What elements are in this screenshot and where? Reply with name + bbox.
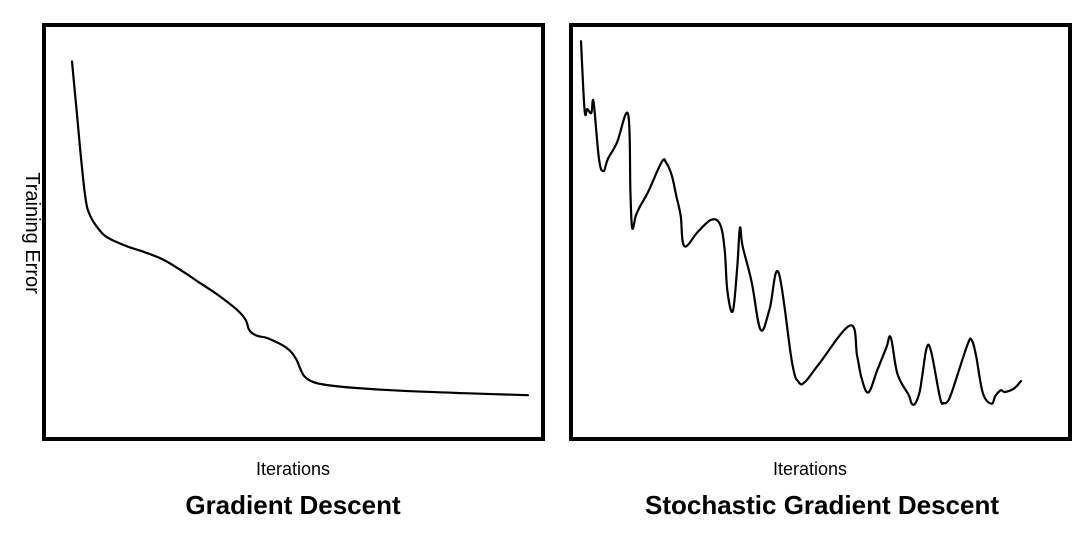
gd-error-curve: [70, 60, 530, 397]
gd-panel: Training Error Iterations Gradient Desce…: [21, 23, 545, 520]
sgd-x-axis-label: Iterations: [773, 459, 847, 479]
sgd-plot-frame: [569, 23, 1072, 441]
gd-chart-title: Gradient Descent: [185, 490, 401, 520]
sgd-error-curve: [579, 40, 1023, 406]
gd-x-axis-label: Iterations: [256, 459, 330, 479]
sgd-panel: Iterations Stochastic Gradient Descent: [569, 23, 1072, 520]
sgd-chart-title: Stochastic Gradient Descent: [645, 490, 999, 520]
gd-y-axis-label: Training Error: [21, 172, 43, 294]
gd-plot-frame: [42, 23, 545, 441]
